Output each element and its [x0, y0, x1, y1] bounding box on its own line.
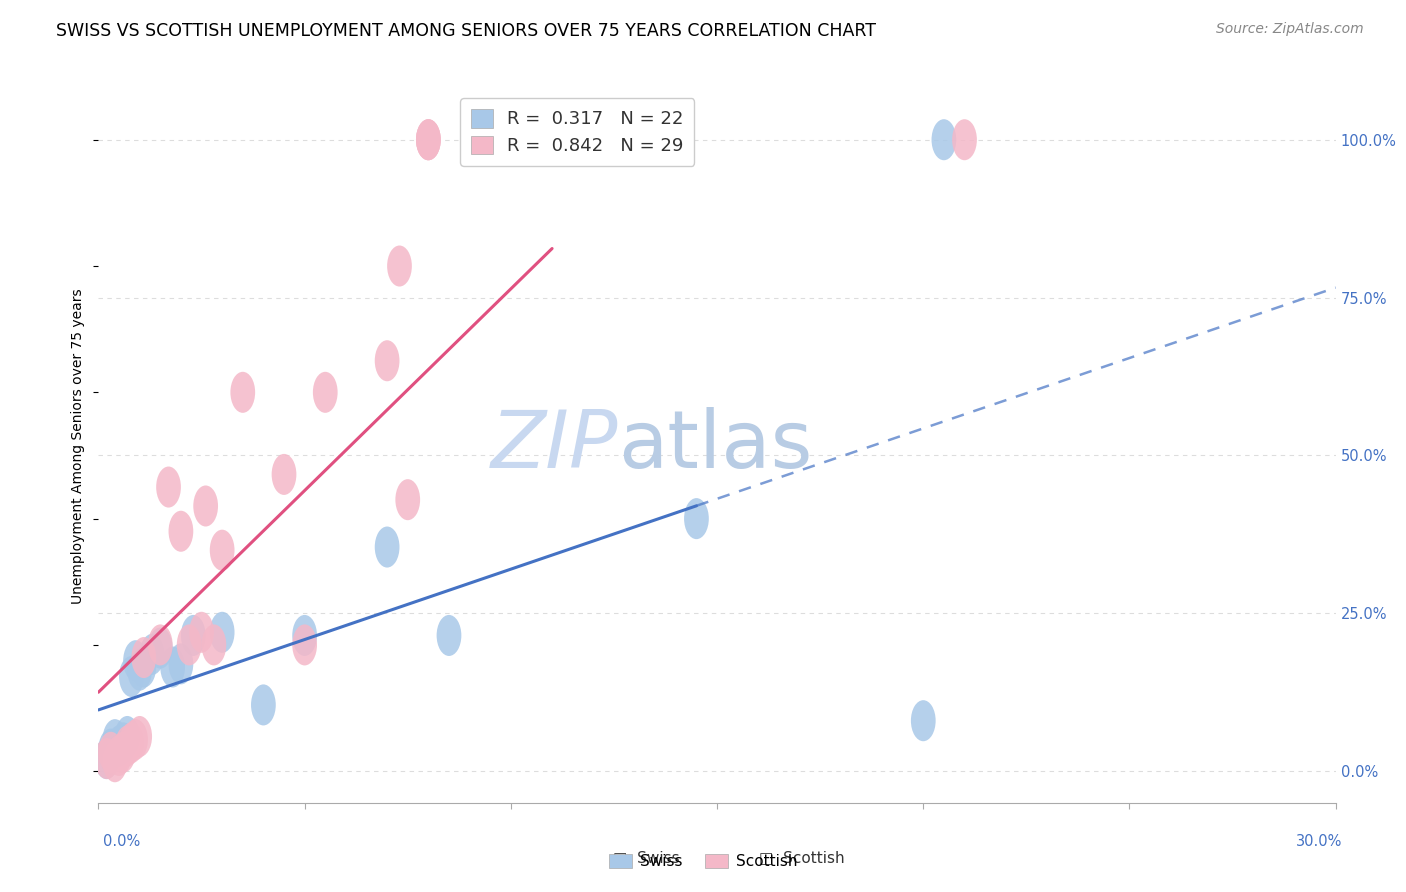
Ellipse shape	[193, 485, 218, 526]
Ellipse shape	[148, 624, 173, 665]
Text: atlas: atlas	[619, 407, 813, 485]
Ellipse shape	[98, 731, 124, 772]
Legend: Swiss, Scottish: Swiss, Scottish	[603, 848, 803, 875]
Y-axis label: Unemployment Among Seniors over 75 years: Unemployment Among Seniors over 75 years	[72, 288, 86, 604]
Ellipse shape	[911, 700, 935, 741]
Ellipse shape	[128, 649, 152, 690]
Ellipse shape	[139, 634, 165, 675]
Ellipse shape	[120, 723, 143, 764]
Ellipse shape	[292, 624, 316, 665]
Text: ZIP: ZIP	[491, 407, 619, 485]
Ellipse shape	[395, 479, 420, 520]
Ellipse shape	[107, 725, 131, 766]
Text: 30.0%: 30.0%	[1296, 834, 1343, 849]
Ellipse shape	[932, 120, 956, 161]
Text: SWISS VS SCOTTISH UNEMPLOYMENT AMONG SENIORS OVER 75 YEARS CORRELATION CHART: SWISS VS SCOTTISH UNEMPLOYMENT AMONG SEN…	[56, 22, 876, 40]
Ellipse shape	[416, 120, 440, 161]
Ellipse shape	[375, 526, 399, 567]
Ellipse shape	[292, 615, 316, 656]
Ellipse shape	[685, 498, 709, 539]
Ellipse shape	[103, 719, 128, 760]
Ellipse shape	[94, 738, 120, 779]
Ellipse shape	[190, 612, 214, 653]
Ellipse shape	[124, 719, 148, 760]
Text: □  Swiss: □ Swiss	[613, 851, 681, 865]
Ellipse shape	[131, 637, 156, 678]
Text: □  Scottish: □ Scottish	[759, 851, 844, 865]
Text: 0.0%: 0.0%	[103, 834, 139, 849]
Ellipse shape	[209, 530, 235, 571]
Ellipse shape	[111, 723, 135, 764]
Ellipse shape	[103, 741, 128, 782]
Text: Source: ZipAtlas.com: Source: ZipAtlas.com	[1216, 22, 1364, 37]
Ellipse shape	[124, 640, 148, 681]
Ellipse shape	[169, 511, 193, 552]
Ellipse shape	[98, 729, 124, 770]
Ellipse shape	[375, 340, 399, 381]
Ellipse shape	[201, 624, 226, 665]
Ellipse shape	[128, 716, 152, 757]
Ellipse shape	[169, 643, 193, 684]
Ellipse shape	[437, 615, 461, 656]
Ellipse shape	[271, 454, 297, 495]
Ellipse shape	[181, 615, 205, 656]
Ellipse shape	[115, 716, 139, 757]
Ellipse shape	[314, 372, 337, 413]
Ellipse shape	[115, 725, 139, 766]
Ellipse shape	[416, 120, 440, 161]
Ellipse shape	[231, 372, 254, 413]
Ellipse shape	[387, 245, 412, 286]
Ellipse shape	[160, 647, 186, 688]
Ellipse shape	[131, 647, 156, 688]
Legend: R =  0.317   N = 22, R =  0.842   N = 29: R = 0.317 N = 22, R = 0.842 N = 29	[460, 98, 695, 166]
Ellipse shape	[94, 738, 120, 779]
Ellipse shape	[156, 467, 181, 508]
Ellipse shape	[107, 735, 131, 776]
Ellipse shape	[952, 120, 977, 161]
Ellipse shape	[177, 624, 201, 665]
Ellipse shape	[148, 628, 173, 669]
Ellipse shape	[252, 684, 276, 725]
Ellipse shape	[416, 120, 440, 161]
Ellipse shape	[111, 731, 135, 772]
Ellipse shape	[120, 656, 143, 697]
Ellipse shape	[209, 612, 235, 653]
